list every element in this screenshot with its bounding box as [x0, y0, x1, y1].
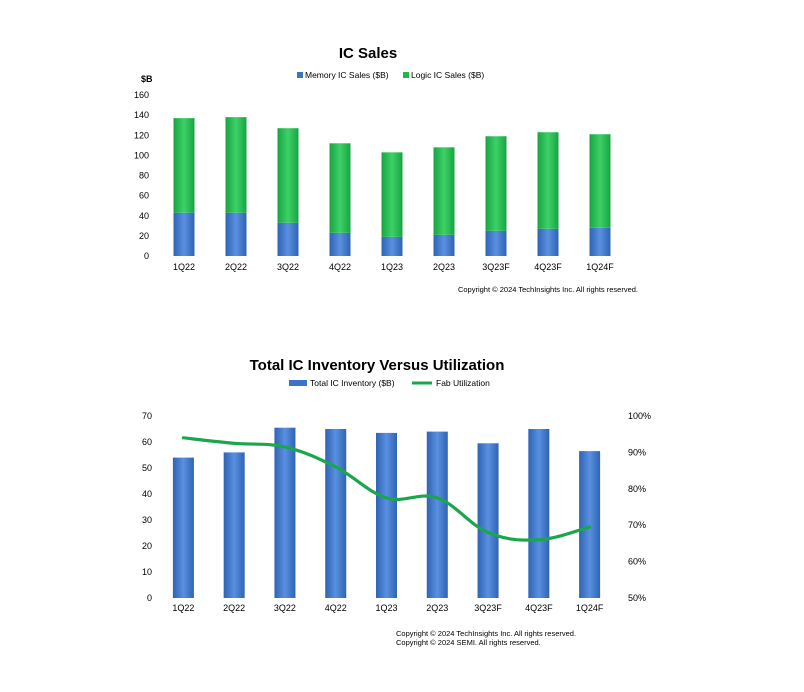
chart1-plot: 0 20 40 60 80 100 120 140 160 1Q22 2Q22 3Q22 4Q22 1Q2…: [134, 90, 614, 272]
chart1-bar-memory: [277, 222, 299, 256]
chart2-x-tick: 1Q23: [375, 603, 397, 613]
chart2-y2-tick: 90%: [628, 447, 646, 457]
chart2-copyright-2: Copyright © 2024 SEMI. All rights reserv…: [396, 638, 541, 647]
chart2-x-tick: 2Q22: [223, 603, 245, 613]
chart1-bar-memory: [381, 236, 403, 256]
chart1-y-tick: 100: [134, 150, 149, 160]
chart2-y-tick: 60: [142, 437, 152, 447]
chart2-y2-tick: 60%: [628, 557, 646, 567]
chart1-bar-memory: [329, 232, 351, 256]
chart1-y-tick: 20: [139, 231, 149, 241]
chart1-bar-logic: [433, 147, 455, 235]
chart1-y-tick: 80: [139, 171, 149, 181]
chart2-y2-tick: 70%: [628, 520, 646, 530]
chart1-bar-logic: [537, 132, 559, 229]
chart1-x-tick: 2Q22: [225, 262, 247, 272]
chart2-y2-tick: 80%: [628, 484, 646, 494]
chart1-bar-memory: [485, 230, 507, 256]
chart2-title: Total IC Inventory Versus Utilization: [250, 357, 505, 374]
chart1-bar-memory: [433, 234, 455, 256]
chart1-bar-logic: [329, 143, 351, 233]
chart2-y2-tick: 50%: [628, 593, 646, 603]
chart1-legend-memory: Memory IC Sales ($B): [305, 70, 389, 80]
chart2-y-tick: 50: [142, 463, 152, 473]
chart1-copyright: Copyright © 2024 TechInsights Inc. All r…: [458, 285, 638, 294]
chart2-legend-bar: Total IC Inventory ($B): [310, 378, 395, 388]
chart2-x-tick: 4Q22: [325, 603, 347, 613]
chart1-y-tick: 140: [134, 110, 149, 120]
chart2-plot: 0 10 20 30 40 50 60 70 50% 60% 70% 80% 90% 100% 1Q22 2Q…: [142, 411, 651, 613]
chart1-bar-memory: [225, 212, 247, 256]
chart1-title: IC Sales: [339, 45, 397, 62]
chart1-legend-memory-swatch: [297, 72, 303, 78]
chart1-x-tick: 1Q23: [381, 262, 403, 272]
chart1-unit-label: $B: [141, 74, 153, 84]
chart1-x-tick: 3Q22: [277, 262, 299, 272]
chart1-bar-logic: [589, 134, 611, 228]
chart1-x-tick: 4Q22: [329, 262, 351, 272]
chart2-copyright-1: Copyright © 2024 TechInsights Inc. All r…: [396, 629, 576, 638]
chart2-y-tick: 70: [142, 411, 152, 421]
chart2-x-tick: 3Q23F: [474, 603, 502, 613]
chart2-y-tick: 20: [142, 541, 152, 551]
chart1-x-tick: 2Q23: [433, 262, 455, 272]
chart2-legend-line: Fab Utilization: [436, 378, 490, 388]
chart1-bar-logic: [381, 152, 403, 237]
chart2-y-tick: 10: [142, 567, 152, 577]
chart2-x-tick: 1Q22: [172, 603, 194, 613]
chart2-bar-inventory: [274, 427, 296, 598]
chart2-x-tick: 2Q23: [426, 603, 448, 613]
chart2-bar-inventory: [477, 443, 499, 598]
chart1-bar-memory: [173, 212, 195, 256]
chart2-bar-inventory: [528, 429, 550, 598]
chart2-y-tick: 40: [142, 489, 152, 499]
chart2-bar-inventory: [579, 451, 601, 598]
chart2-bar-inventory: [376, 432, 397, 598]
chart1-x-tick: 1Q24F: [586, 262, 614, 272]
chart2-line-utilization: [181, 436, 592, 542]
chart2-bar-inventory: [426, 431, 448, 598]
chart2-x-tick: 3Q22: [274, 603, 296, 613]
chart1-legend-logic-swatch: [403, 72, 409, 78]
chart1-x-tick: 3Q23F: [482, 262, 510, 272]
chart1-y-tick: 120: [134, 130, 149, 140]
chart1-bar-logic: [277, 128, 299, 223]
chart1-bar-memory: [589, 227, 611, 256]
chart1-y-tick: 160: [134, 90, 149, 100]
chart1-x-tick: 1Q22: [173, 262, 195, 272]
chart2-x-tick: 4Q23F: [525, 603, 553, 613]
chart2-y2-tick: 100%: [628, 411, 651, 421]
chart1-y-tick: 40: [139, 211, 149, 221]
chart1-bar-memory: [537, 228, 559, 256]
chart2-x-tick: 1Q24F: [576, 603, 604, 613]
chart1-legend-logic: Logic IC Sales ($B): [411, 70, 484, 80]
chart1-bar-logic: [485, 136, 507, 231]
chart2-bar-inventory: [325, 429, 347, 598]
chart2-legend-bar-swatch: [289, 380, 307, 386]
chart1-bar-logic: [173, 118, 195, 213]
chart1-bar-logic: [225, 117, 247, 213]
chart2-bar-inventory: [223, 452, 245, 598]
chart1-y-tick: 60: [139, 191, 149, 201]
chart1-y-tick: 0: [144, 251, 149, 261]
chart1-x-tick: 4Q23F: [534, 262, 562, 272]
chart2-bar-inventory: [172, 457, 194, 598]
chart2-y-tick: 0: [147, 593, 152, 603]
chart2-y-tick: 30: [142, 515, 152, 525]
